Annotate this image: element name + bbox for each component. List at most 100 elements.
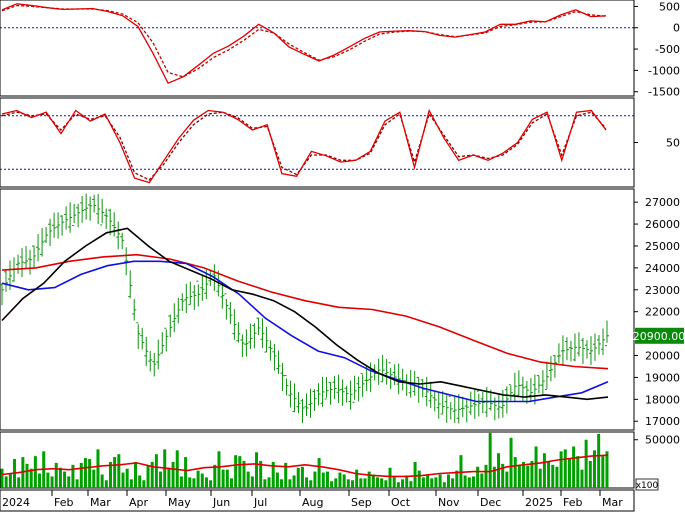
volume-bar <box>250 476 254 488</box>
last-price-label: 20900.00 <box>633 330 685 343</box>
price-axis-tick-label: 19000 <box>645 371 680 384</box>
volume-bar <box>371 474 375 488</box>
volume-bar <box>480 473 484 488</box>
volume-bar <box>100 474 104 488</box>
volume-bar <box>409 481 413 488</box>
volume-bar <box>188 477 192 488</box>
x-axis-frame <box>0 489 635 512</box>
volume-bar <box>150 461 154 488</box>
volume-bar <box>0 468 4 488</box>
volume-bar <box>417 470 421 488</box>
volume-ma-line <box>1 454 609 478</box>
volume-bar <box>513 457 517 488</box>
volume-bar <box>142 480 146 488</box>
volume-bar <box>8 473 12 488</box>
volume-bar <box>75 479 79 488</box>
volume-bar <box>342 474 346 488</box>
volume-bar <box>497 453 501 488</box>
volume-bar <box>288 479 292 488</box>
volume-bar <box>229 478 233 488</box>
volume-bar <box>542 453 546 488</box>
price-panel: 2700026000250002400023000220002100020000… <box>0 188 685 431</box>
volume-bar <box>355 469 359 488</box>
volume-bar <box>292 475 296 488</box>
volume-bar <box>547 460 551 488</box>
x-axis-tick-label: Apr <box>129 496 149 509</box>
volume-bar <box>213 464 217 488</box>
volume-bar <box>534 446 538 488</box>
volume-bar <box>121 472 125 488</box>
volume-bar <box>300 466 304 488</box>
volume-bar <box>234 455 238 488</box>
volume-bar <box>209 480 213 488</box>
stochastic-k-line <box>1 108 607 184</box>
volume-bar <box>146 465 150 488</box>
volume-bar <box>446 474 450 488</box>
x-axis-tick-label: 2025 <box>525 496 553 509</box>
volume-bar <box>313 471 317 488</box>
stochastic-panel-frame <box>0 97 635 188</box>
volume-bar <box>71 464 75 488</box>
volume-bar <box>392 476 396 488</box>
volume-bar <box>63 471 67 488</box>
volume-bar <box>96 449 100 488</box>
volume-bar <box>334 478 338 488</box>
volume-bar <box>263 479 267 488</box>
volume-bar <box>267 477 271 488</box>
volume-bar <box>4 476 8 488</box>
x-axis-tick-label: 2024 <box>2 496 30 509</box>
volume-bar <box>58 467 62 488</box>
stochastic-panel: 50 <box>0 97 680 188</box>
price-axis-tick-label: 24000 <box>645 262 680 275</box>
volume-bar <box>567 458 571 488</box>
x-axis-tick-label: Mar <box>90 496 111 509</box>
volume-bar <box>401 479 405 488</box>
macd-axis-tick-label: 500 <box>659 0 680 13</box>
volume-bar <box>159 471 163 488</box>
volume-bar <box>601 456 605 488</box>
x-axis-tick-label: Dec <box>480 496 501 509</box>
volume-bar <box>363 478 367 488</box>
x-axis-tick-label: Aug <box>302 496 323 509</box>
volume-bar <box>104 480 108 488</box>
volume-bar <box>271 461 275 488</box>
price-axis-tick-label: 18000 <box>645 393 680 406</box>
macd-axis-tick-label: -500 <box>655 43 680 56</box>
volume-bar <box>517 464 521 488</box>
x-axis-tick-label: Nov <box>438 496 460 509</box>
volume-bar <box>29 468 33 488</box>
x-axis-tick-label: May <box>168 496 191 509</box>
volume-bar <box>451 478 455 488</box>
volume-bar <box>330 481 334 488</box>
stochastic-axis-tick-label: 50 <box>666 137 680 150</box>
ma-mid-line <box>1 260 609 403</box>
volume-bar <box>179 476 183 488</box>
x-axis-tick-label: Jun <box>212 496 230 509</box>
volume-bar <box>501 463 505 488</box>
volume-bar <box>476 466 480 488</box>
macd-axis-tick-label: -1000 <box>648 64 680 77</box>
volume-bar <box>367 471 371 488</box>
volume-bar <box>488 432 492 488</box>
volume-bar <box>171 461 175 488</box>
volume-bar <box>83 458 87 488</box>
volume-bar <box>376 477 380 488</box>
volume-bar <box>317 458 321 488</box>
volume-bar <box>138 475 142 488</box>
volume-bar <box>242 460 246 488</box>
volume-bar <box>338 472 342 488</box>
volume-bar <box>221 469 225 488</box>
volume-bar <box>350 480 354 488</box>
macd-axis-tick-label: -1500 <box>648 86 680 99</box>
volume-bar <box>563 449 567 488</box>
x-axis-tick-label: Sep <box>351 496 372 509</box>
volume-unit-box <box>635 478 659 491</box>
volume-bar <box>275 472 279 488</box>
x-axis-tick-label: Jul <box>253 496 267 509</box>
ma-fast-line <box>1 227 609 401</box>
volume-bar <box>509 437 513 488</box>
volume-axis-tick-label: 50000 <box>645 434 680 447</box>
volume-bar <box>309 480 313 488</box>
price-axis-tick-label: 22000 <box>645 306 680 319</box>
